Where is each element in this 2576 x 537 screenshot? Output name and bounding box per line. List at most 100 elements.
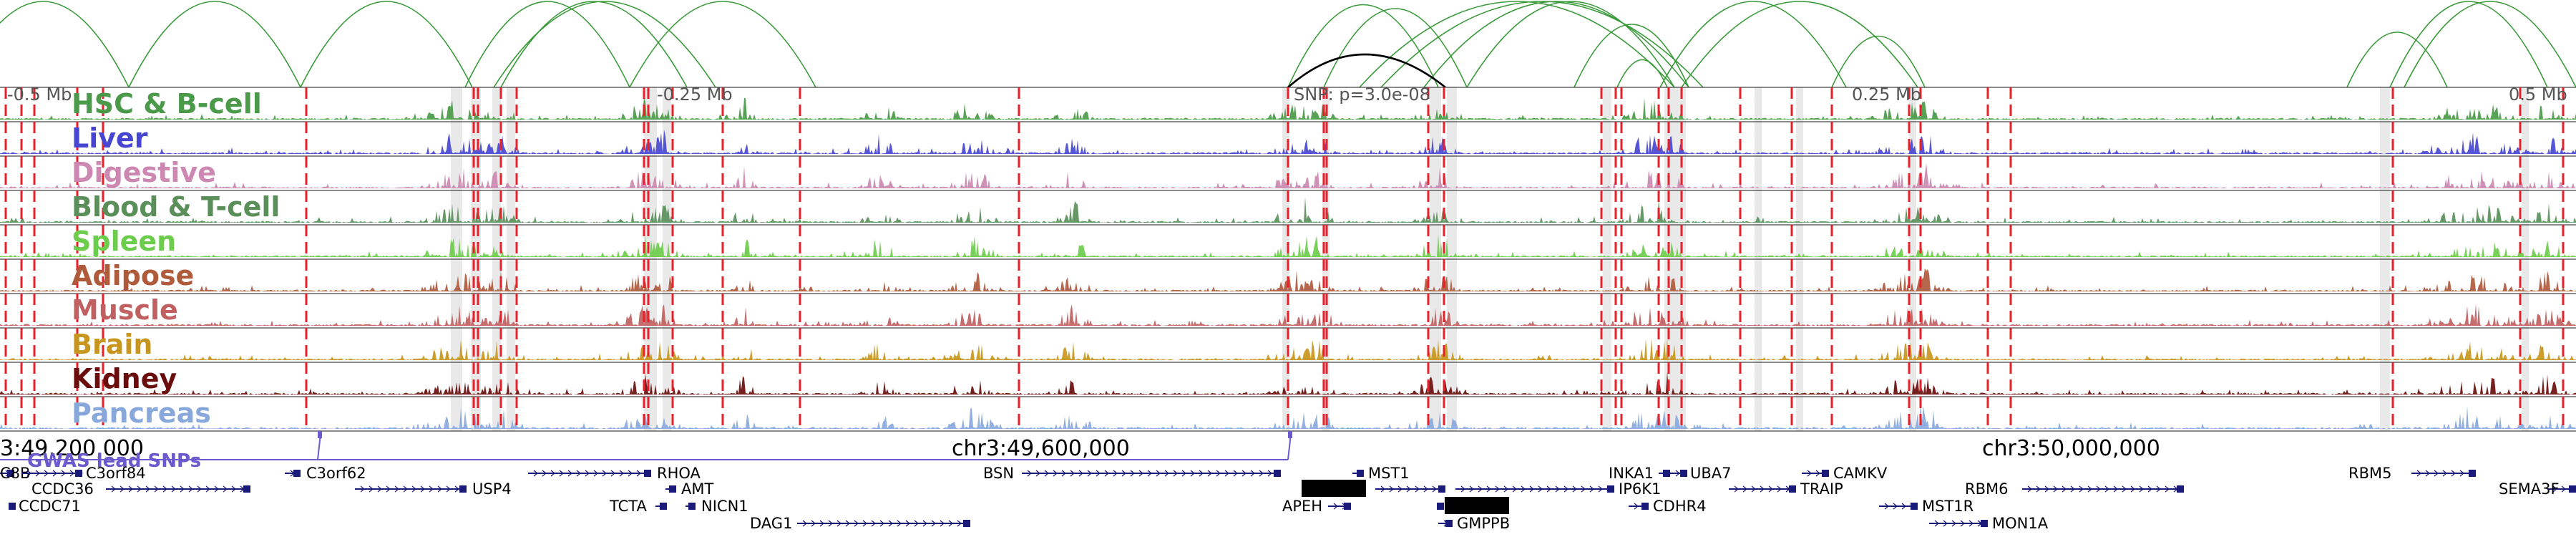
gene-strand-arrow bbox=[905, 520, 910, 527]
gene-strand-arrow bbox=[2087, 485, 2092, 493]
gene-strand-arrow bbox=[1027, 470, 1032, 477]
gene-strand-arrow bbox=[1572, 485, 1577, 493]
coordinate-label: chr3:50,000,000 bbox=[1982, 436, 2160, 461]
lead-snp-arc bbox=[1287, 53, 1446, 89]
gene-strand-arrow bbox=[1563, 485, 1568, 493]
gene-strand-arrow bbox=[2165, 485, 2170, 493]
gene-strand-arrow bbox=[1589, 485, 1594, 493]
gene-strand-arrow bbox=[888, 520, 893, 527]
gene-strand-arrow bbox=[542, 470, 547, 477]
gene-strand-arrow bbox=[922, 520, 927, 527]
gene-strand-arrow bbox=[1960, 520, 1965, 527]
gene-strand-arrow bbox=[1207, 470, 1212, 477]
gene-strand-arrow bbox=[2113, 485, 2118, 493]
gene-label: SEMA3F bbox=[2499, 480, 2560, 498]
gene-strand-arrow bbox=[1415, 485, 1420, 493]
gene-strand-arrow bbox=[2139, 485, 2144, 493]
gene-strand-arrow bbox=[2044, 485, 2049, 493]
gene-strand-arrow bbox=[437, 485, 442, 493]
gene-strand-arrow bbox=[1432, 485, 1437, 493]
gene-strand-arrow bbox=[1423, 485, 1428, 493]
gene-strand-arrow bbox=[2552, 485, 2557, 493]
chromatin-arc bbox=[2389, 1, 2548, 88]
signal-track-4 bbox=[0, 233, 2576, 257]
gene-strand-arrow bbox=[1267, 470, 1272, 477]
gene-highlight-box bbox=[1445, 497, 1509, 514]
gene-strand-arrow bbox=[845, 520, 850, 527]
gene-strand-arrow bbox=[52, 470, 57, 477]
gene-strand-arrow bbox=[1389, 485, 1394, 493]
gene-strand-arrow bbox=[1113, 470, 1118, 477]
gene-strand-arrow bbox=[1529, 485, 1534, 493]
gene-exon bbox=[459, 485, 467, 493]
gene-label: DAG1 bbox=[750, 515, 792, 532]
gene-exon bbox=[1641, 503, 1649, 510]
gene-strand-arrow bbox=[602, 470, 607, 477]
gene-strand-arrow bbox=[1104, 470, 1109, 477]
gene-strand-arrow bbox=[411, 485, 416, 493]
gene-strand-arrow bbox=[1884, 503, 1889, 510]
chromatin-arc bbox=[493, 1, 716, 88]
gene-strand-arrow bbox=[1078, 470, 1083, 477]
chromatin-arc bbox=[464, 1, 630, 88]
gene-label: NICN1 bbox=[701, 498, 748, 515]
gene-strand-arrow bbox=[550, 470, 555, 477]
gene-strand-arrow bbox=[1380, 485, 1385, 493]
gene-strand-arrow bbox=[119, 485, 125, 493]
gene-exon bbox=[660, 503, 667, 510]
gene-strand-arrow bbox=[2561, 485, 2566, 493]
gene-label: C3orf84 bbox=[86, 465, 146, 482]
gene-strand-arrow bbox=[1233, 470, 1238, 477]
snp-marker-lines bbox=[4, 87, 2565, 431]
gene-strand-arrow bbox=[1044, 470, 1049, 477]
gene-strand-arrow bbox=[394, 485, 399, 493]
chromatin-arc bbox=[0, 1, 130, 88]
gene-strand-arrow bbox=[1156, 470, 1161, 477]
gene-strand-arrow bbox=[61, 470, 66, 477]
scale-label: -0.25 Mb bbox=[657, 84, 733, 105]
scale-label: 0.25 Mb bbox=[1852, 84, 1921, 105]
gene-exon bbox=[1274, 470, 1281, 477]
gene-strand-arrow bbox=[188, 485, 193, 493]
gene-strand-arrow bbox=[914, 520, 919, 527]
gene-exon bbox=[1344, 503, 1351, 510]
chromatin-arc bbox=[500, 1, 688, 88]
gene-exon bbox=[1822, 470, 1829, 477]
gene-strand-arrow bbox=[2156, 485, 2161, 493]
gene-strand-arrow bbox=[1486, 485, 1491, 493]
gene-strand-arrow bbox=[162, 485, 167, 493]
gene-strand-arrow bbox=[1397, 485, 1402, 493]
gene-label: MST1 bbox=[1368, 465, 1410, 482]
chromatin-arc bbox=[128, 1, 301, 88]
gene-strand-arrow bbox=[1224, 470, 1229, 477]
gene-strand-arrow bbox=[2096, 485, 2101, 493]
gene-strand-arrow bbox=[1815, 470, 1820, 477]
gene-strand-arrow bbox=[1901, 503, 1906, 510]
gene-strand-arrow bbox=[2147, 485, 2152, 493]
gene-strand-arrow bbox=[2130, 485, 2135, 493]
gwas-lead-snps: GWAS lead SNPs bbox=[0, 431, 1292, 472]
gene-strand-arrow bbox=[197, 485, 202, 493]
gene-strand-arrow bbox=[154, 485, 159, 493]
gene-label: CAMKV bbox=[1833, 465, 1888, 482]
gene-strand-arrow bbox=[128, 485, 133, 493]
gene-strand-arrow bbox=[1096, 470, 1101, 477]
gene-strand-arrow bbox=[1667, 470, 1672, 477]
gene-strand-arrow bbox=[1070, 470, 1075, 477]
gene-strand-arrow bbox=[1634, 503, 1639, 510]
gene-strand-arrow bbox=[2062, 485, 2067, 493]
chromatin-arc bbox=[2404, 1, 2576, 88]
chromatin-loop-arcs bbox=[0, 1, 2576, 89]
gene-strand-arrow bbox=[2442, 470, 2447, 477]
gene-strand-arrow bbox=[2459, 470, 2464, 477]
gene-strand-arrow bbox=[1555, 485, 1560, 493]
chromatin-arc bbox=[1831, 35, 1926, 88]
gene-strand-arrow bbox=[567, 470, 572, 477]
gene-exon bbox=[1437, 503, 1444, 510]
gene-strand-arrow bbox=[1768, 485, 1773, 493]
gene-strand-arrow bbox=[2451, 470, 2456, 477]
gene-exon bbox=[963, 520, 970, 527]
gene-strand-arrow bbox=[2027, 485, 2032, 493]
gene-exon bbox=[1911, 503, 1918, 510]
